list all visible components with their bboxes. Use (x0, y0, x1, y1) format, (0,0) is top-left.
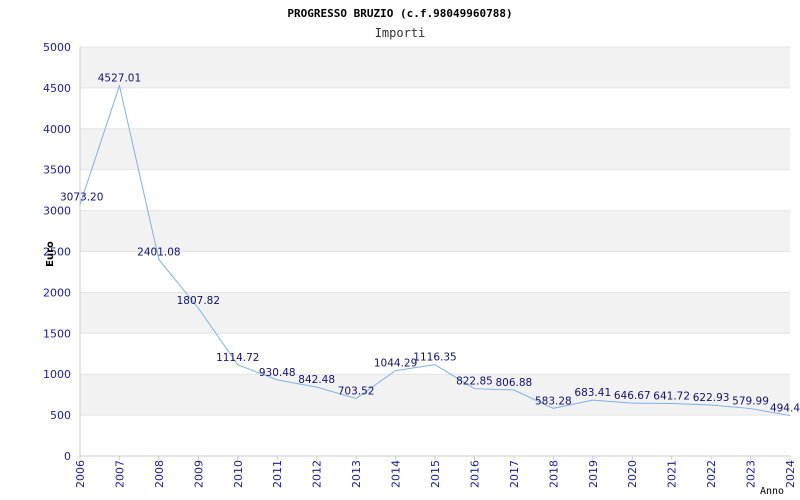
x-tick-label: 2011 (271, 460, 284, 488)
x-tick-label: 2016 (468, 460, 481, 488)
x-tick-label: 2018 (547, 460, 560, 488)
x-tick-label: 2024 (784, 460, 797, 488)
data-label: 494.4 (770, 403, 800, 415)
data-label: 641.72 (653, 391, 690, 403)
data-label: 842.48 (298, 374, 335, 386)
x-tick-label: 2017 (508, 460, 521, 488)
x-tick-label: 2014 (390, 460, 403, 488)
data-label: 683.41 (574, 387, 611, 399)
grid-band (80, 128, 790, 170)
x-tick-label: 2013 (350, 460, 363, 488)
y-tick-labels: 0 500 1000 1500 2000 2500 3000 3500 4000 4500 5000 (43, 41, 71, 463)
data-label: 930.48 (259, 367, 296, 379)
y-tick-label: 1500 (43, 327, 71, 340)
data-label: 3073.20 (60, 192, 103, 204)
y-axis-label: Euro (45, 241, 56, 267)
data-label: 622.93 (693, 392, 730, 404)
data-labels: 3073.20 4527.01 2401.08 1807.82 1114.72930.4… (60, 73, 800, 415)
data-label: 646.67 (614, 390, 651, 402)
y-tick-label: 4000 (43, 123, 71, 136)
data-label: 4527.01 (98, 73, 141, 85)
chart-subtitle: Importi (375, 26, 426, 40)
y-tick-label: 2000 (43, 286, 71, 299)
grid-band (80, 210, 790, 252)
data-label: 2401.08 (137, 247, 180, 259)
x-tick-label: 2015 (429, 460, 442, 488)
y-tick-label: 1000 (43, 368, 71, 381)
x-tick-label: 2008 (153, 460, 166, 488)
data-label: 583.28 (535, 395, 572, 407)
y-tick-label: 5000 (43, 41, 71, 54)
x-tick-label: 2023 (745, 460, 758, 488)
x-tick-label: 2019 (587, 460, 600, 488)
x-tick-label: 2009 (192, 460, 205, 488)
x-tick-label: 2020 (626, 460, 639, 488)
data-label: 579.99 (732, 396, 769, 408)
data-label: 1116.35 (413, 352, 456, 364)
y-tick-label: 2500 (43, 246, 71, 259)
data-label: 1114.72 (216, 352, 259, 364)
y-tick-label: 3000 (43, 205, 71, 218)
y-tick-label: 4500 (43, 82, 71, 95)
grid-band (80, 374, 790, 416)
series-line (79, 83, 791, 417)
grid-band (80, 292, 790, 334)
x-tick-label: 2007 (113, 460, 126, 488)
data-label: 822.85 (456, 376, 493, 388)
x-axis-label: Anno (760, 486, 784, 497)
x-tick-label: 2010 (232, 460, 245, 488)
x-tick-label: 2022 (705, 460, 718, 488)
y-tick-label: 3500 (43, 164, 71, 177)
y-tick-label: 500 (50, 409, 71, 422)
chart-title: PROGRESSO BRUZIO (c.f.98049960788) (287, 7, 512, 20)
y-tick-label: 0 (64, 450, 71, 463)
data-label: 703.52 (338, 385, 375, 397)
data-label: 1044.29 (374, 358, 417, 370)
data-label: 1807.82 (177, 295, 220, 307)
x-tick-label: 2012 (311, 460, 324, 488)
grid-lines (80, 46, 790, 457)
grid-band (80, 47, 790, 88)
x-tick-labels: 2006 2007 2008 2009 2010 2011 2012 2013 2014 2015… (74, 456, 797, 488)
x-tick-label: 2021 (666, 460, 679, 488)
data-label: 806.88 (496, 377, 533, 389)
x-tick-label: 2006 (74, 460, 87, 488)
grid-bands (80, 47, 790, 416)
